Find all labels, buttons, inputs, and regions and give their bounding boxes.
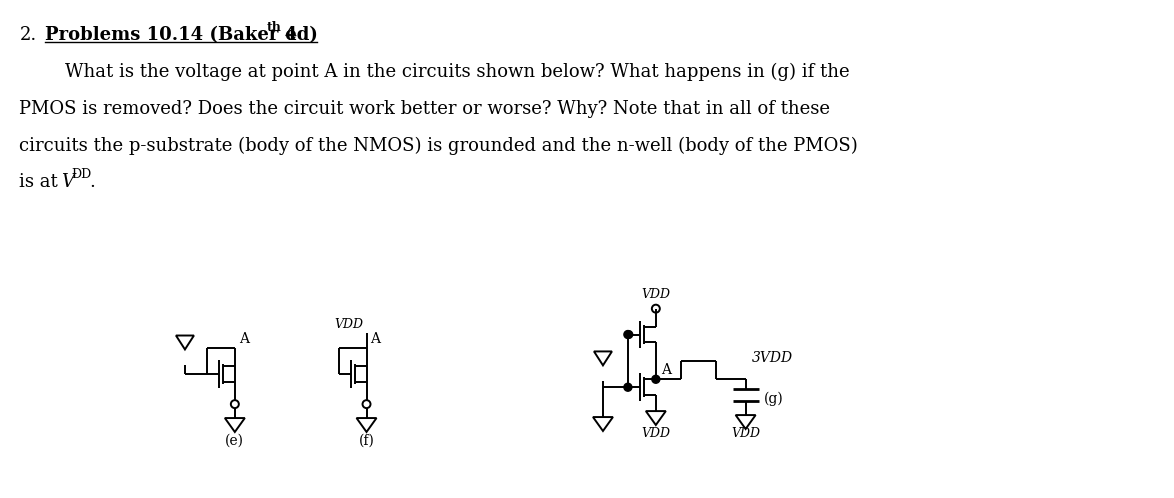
Text: PMOS is removed? Does the circuit work better or worse? Why? Note that in all of: PMOS is removed? Does the circuit work b… <box>19 100 830 118</box>
Text: circuits the p-substrate (body of the NMOS) is grounded and the n-well (body of : circuits the p-substrate (body of the NM… <box>19 136 858 155</box>
Text: VDD: VDD <box>335 318 364 331</box>
Text: (g): (g) <box>763 392 783 406</box>
Text: A: A <box>238 333 249 347</box>
Text: V: V <box>61 173 74 191</box>
Text: ed): ed) <box>278 26 318 44</box>
Text: (e): (e) <box>225 434 244 448</box>
Text: VDD: VDD <box>731 427 760 440</box>
Text: A: A <box>661 363 670 377</box>
Text: Problems 10.14 (Baker 4: Problems 10.14 (Baker 4 <box>46 26 297 44</box>
Text: What is the voltage at point A in the circuits shown below? What happens in (g) : What is the voltage at point A in the ci… <box>19 63 850 81</box>
Text: 2.: 2. <box>19 26 36 44</box>
Text: 3VDD: 3VDD <box>751 352 792 366</box>
Text: is at: is at <box>19 173 63 191</box>
Text: VDD: VDD <box>641 427 670 440</box>
Text: (f): (f) <box>358 434 375 448</box>
Text: .: . <box>89 173 95 191</box>
Text: th: th <box>266 21 282 34</box>
Text: DD: DD <box>72 168 92 181</box>
Text: A: A <box>371 333 380 347</box>
Text: VDD: VDD <box>641 288 670 301</box>
Circle shape <box>623 383 632 391</box>
Circle shape <box>623 331 632 339</box>
Circle shape <box>652 375 660 383</box>
